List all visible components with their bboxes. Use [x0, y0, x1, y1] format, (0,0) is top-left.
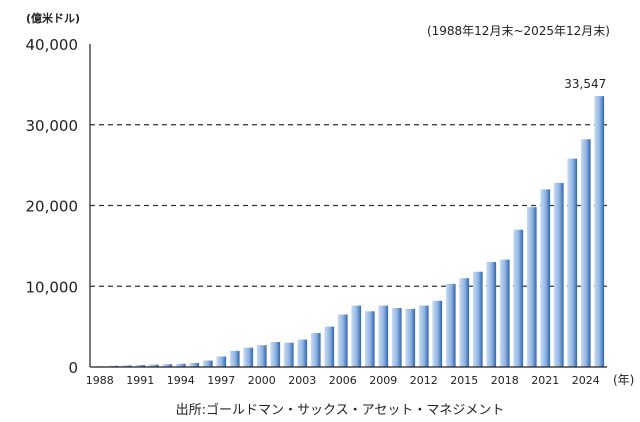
y-tick-label: 40,000: [26, 36, 79, 54]
x-tick-label: 2021: [531, 374, 559, 387]
bar-2018: [499, 259, 510, 367]
x-tick-label: 2000: [248, 374, 276, 387]
bar-2024: [580, 139, 591, 367]
period-label: (1988年12月末~2025年12月末): [427, 24, 610, 38]
y-unit-label: (億米ドル): [26, 11, 80, 25]
x-unit-label: (年): [613, 373, 634, 387]
bar-2019: [513, 229, 524, 367]
bar-1993: [162, 364, 173, 367]
bar-2004: [310, 333, 321, 367]
bar-2016: [472, 271, 483, 367]
bar-2005: [324, 326, 335, 368]
x-tick-label: 2003: [288, 374, 316, 387]
bar-2012: [418, 305, 429, 367]
x-tick-label: 2024: [572, 374, 600, 387]
y-tick-label: 30,000: [26, 117, 79, 135]
bar-1997: [216, 356, 227, 367]
bar-2006: [337, 314, 348, 367]
bar-2010: [391, 308, 402, 367]
bar-1989: [108, 365, 119, 367]
bar-2015: [459, 278, 470, 367]
bar-2000: [256, 345, 267, 367]
y-tick-label: 0: [68, 359, 78, 377]
bar-1992: [148, 364, 159, 367]
x-tick-label: 1988: [86, 374, 114, 387]
bar-2023: [567, 158, 578, 367]
bar-1999: [243, 347, 254, 367]
bar-1998: [229, 350, 240, 367]
bar-2020: [526, 207, 537, 367]
bar-2014: [445, 283, 456, 367]
bar-2021: [540, 189, 551, 367]
x-tick-label: 2018: [491, 374, 519, 387]
bar-2017: [486, 262, 497, 367]
bar-1995: [189, 362, 200, 367]
bar-1996: [202, 360, 213, 367]
x-tick-label: 2015: [450, 374, 478, 387]
bars: [94, 96, 605, 368]
x-tick-label: 1994: [167, 374, 195, 387]
bar-1991: [135, 364, 146, 367]
bar-2022: [553, 182, 564, 367]
x-tick-label: 2006: [329, 374, 357, 387]
bar-2008: [364, 311, 375, 367]
last-value-label: 33,547: [564, 77, 606, 91]
source-note: 出所:ゴールドマン・サックス・アセット・マネジメント: [176, 402, 505, 418]
x-tick-label: 2009: [369, 374, 397, 387]
bar-2009: [378, 305, 389, 367]
bar-2007: [351, 305, 362, 367]
bar-2011: [405, 308, 416, 367]
bar-1990: [121, 365, 132, 367]
bar-2013: [432, 300, 443, 367]
bar-2001: [270, 341, 281, 367]
x-tick-label: 1997: [207, 374, 235, 387]
bar-2003: [297, 339, 308, 367]
x-tick-label: 2012: [410, 374, 438, 387]
x-tick-labels: 1988 1991 1994 1997 2000 2003 2006 2009 2012 2015…: [86, 374, 600, 387]
y-tick-labels: 0 10,000 20,000 30,000 40,000: [26, 36, 79, 377]
y-tick-label: 10,000: [26, 278, 79, 296]
y-tick-label: 20,000: [26, 198, 79, 216]
bar-2025: [594, 96, 605, 368]
bar-1994: [175, 363, 186, 367]
bar-2002: [283, 342, 294, 367]
x-tick-label: 1991: [126, 374, 154, 387]
